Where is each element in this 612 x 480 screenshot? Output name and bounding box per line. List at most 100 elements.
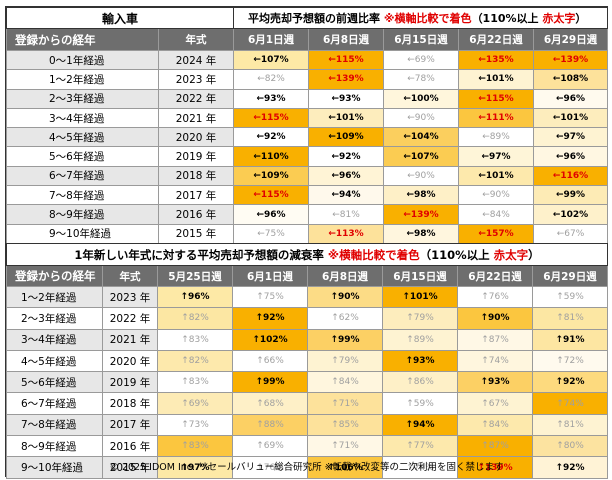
table-row: 9～10年経過 2015 年 ↑97% ↑76% ↑106% ↑74% ↑139% ↑92% xyxy=(6,456,608,479)
ratio-cell: ↑80% xyxy=(532,435,608,458)
ratio-cell: ←67% xyxy=(533,223,609,244)
ratio-cell: ↑83% xyxy=(157,371,233,394)
category-title: 輸入車 xyxy=(5,7,235,29)
ratio-cell: ←93% xyxy=(233,88,310,109)
row-year-label: 2018 年 xyxy=(102,392,158,415)
ratio-cell: ←157% xyxy=(458,223,535,244)
ratio-cell: ↑102% xyxy=(232,328,308,351)
ratio-cell: ↑93% xyxy=(382,349,458,373)
ratio-cell: ↑75% xyxy=(232,285,308,309)
ratio-cell: ←98% xyxy=(383,223,460,244)
ratio-cell: ↑59% xyxy=(382,392,458,415)
week-header: 6月1日週 xyxy=(233,28,310,51)
row-age-label: 8～9年経過 xyxy=(6,435,103,458)
table2-title-red: 赤太字 xyxy=(493,247,529,262)
ratio-cell: ↑71% xyxy=(307,435,383,458)
table2-title-paren-close: ） xyxy=(528,247,540,262)
copyright-footer: © 2025 IDOM Inc. リセールバリュー総合研究所 ※転載や改変等の二… xyxy=(109,462,504,473)
row-year-label: 2024 年 xyxy=(157,49,235,71)
row-year-label: 2019 年 xyxy=(102,371,158,394)
ratio-cell: ←102% xyxy=(533,204,609,225)
week-header: 6月22日週 xyxy=(457,265,533,287)
ratio-cell: ←98% xyxy=(383,185,460,206)
ratio-cell: ←90% xyxy=(383,107,460,129)
ratio-cell: ↑87% xyxy=(457,435,533,458)
week-header: 5月25日週 xyxy=(157,265,233,287)
ratio-cell: ←90% xyxy=(458,185,535,206)
week-header: 6月1日週 xyxy=(232,265,308,287)
table-row: 8～9年経過 2016 年 ←96% ←81% ←139% ←84% ←102% xyxy=(6,204,609,225)
week-header: 6月29日週 xyxy=(532,265,608,287)
row-age-label: 6～7年経過 xyxy=(6,392,103,415)
row-age-label: 2～3年経過 xyxy=(6,307,103,330)
table-row: 4～5年経過 2020 年 ←92% ←109% ←104% ←89% ←97% xyxy=(6,127,609,148)
ratio-cell: ↑69% xyxy=(232,435,308,458)
table-row: 3～4年経過 2021 年 ←115% ←101% ←90% ←111% ←101% xyxy=(6,107,609,129)
ratio-cell: ←110% xyxy=(233,146,310,167)
ratio-cell: ↑76% xyxy=(232,456,308,479)
ratio-cell: ↑89% xyxy=(382,328,458,351)
depreciation-table: 1年新しい年式に対する平均売却予想額の減衰率 ※横軸比較で着色（110%以上 赤… xyxy=(6,243,608,479)
ratio-cell: ←111% xyxy=(458,107,535,129)
ratio-cell: ←92% xyxy=(233,127,310,148)
table2-title: 1年新しい年式に対する平均売却予想額の減衰率 ※横軸比較で着色（110%以上 赤… xyxy=(6,243,608,266)
ratio-cell: ↑67% xyxy=(457,392,533,415)
ratio-cell: ←139% xyxy=(383,204,460,225)
row-age-label: 7～8年経過 xyxy=(6,413,103,437)
row-year-label: 2015 年 xyxy=(157,223,235,244)
ratio-cell: ↑90% xyxy=(457,307,533,330)
row-age-label: 4～5年経過 xyxy=(6,127,159,148)
row-age-label: 3～4年経過 xyxy=(6,107,159,129)
week-header: 6月22日週 xyxy=(458,28,535,51)
row-age-label: 1～2年経過 xyxy=(6,69,159,90)
ratio-cell: ↑68% xyxy=(232,392,308,415)
week-header: 6月8日週 xyxy=(308,28,385,51)
row-year-label: 2018 年 xyxy=(157,165,235,187)
ratio-cell: ←107% xyxy=(233,49,310,71)
ratio-cell: ←96% xyxy=(533,146,609,167)
ratio-cell: ←96% xyxy=(233,204,310,225)
ratio-cell: ↑85% xyxy=(307,413,383,437)
weekly-ratio-table: 輸入車 平均売却予想額の前週比率 ※横軸比較で着色（110%以上 赤太字） 登録… xyxy=(5,7,609,244)
header-age: 登録からの経年 xyxy=(6,28,159,51)
ratio-cell: ↑83% xyxy=(157,435,233,458)
row-year-label: 2016 年 xyxy=(102,435,158,458)
ratio-cell: ↑87% xyxy=(457,328,533,351)
table-row: 6～7年経過 2018 年 ↑69% ↑68% ↑71% ↑59% ↑67% ↑74% xyxy=(6,392,608,415)
ratio-cell: ←109% xyxy=(308,127,385,148)
ratio-cell: ↑66% xyxy=(232,349,308,373)
ratio-cell: ←94% xyxy=(308,185,385,206)
ratio-cell: ↑72% xyxy=(532,349,608,373)
row-age-label: 5～6年経過 xyxy=(6,146,159,167)
row-year-label: 2017 年 xyxy=(157,185,235,206)
ratio-cell: ↑101% xyxy=(382,285,458,309)
ratio-cell: ↑74% xyxy=(457,349,533,373)
ratio-cell: ←101% xyxy=(458,165,535,187)
ratio-cell: ←135% xyxy=(458,49,535,71)
ratio-cell: ←90% xyxy=(383,165,460,187)
ratio-cell: ←89% xyxy=(458,127,535,148)
row-year-label: 2022 年 xyxy=(157,88,235,109)
row-age-label: 0～1年経過 xyxy=(6,49,159,71)
ratio-cell: ←113% xyxy=(308,223,385,244)
ratio-cell: ↑71% xyxy=(307,392,383,415)
ratio-cell: ←109% xyxy=(233,165,310,187)
table2-title-main: 1年新しい年式に対する平均売却予想額の減衰率 xyxy=(74,247,324,262)
ratio-cell: ←108% xyxy=(533,69,609,90)
ratio-cell: ←81% xyxy=(308,204,385,225)
ratio-cell: ↑99% xyxy=(232,371,308,394)
table-row: 1～2年経過 2023 年 ↑96% ↑75% ↑90% ↑101% ↑76% ↑59% xyxy=(6,285,608,309)
ratio-cell: ↑74% xyxy=(382,456,458,479)
table2-title-paren-open: （110%以上 xyxy=(419,247,490,262)
table-row: 2～3年経過 2022 年 ←93% ←93% ←100% ←115% ←96% xyxy=(6,88,609,109)
ratio-cell: ↑94% xyxy=(382,413,458,437)
table-row: 2～3年経過 2022 年 ↑82% ↑92% ↑62% ↑79% ↑90% ↑81% xyxy=(6,307,608,330)
table-row: 7～8年経過 2017 年 ↑73% ↑88% ↑85% ↑94% ↑84% ↑81% xyxy=(6,413,608,437)
row-year-label: 2015 年 xyxy=(102,456,158,479)
table1-title: 平均売却予想額の前週比率 ※横軸比較で着色（110%以上 赤太字） xyxy=(233,7,609,29)
header-age: 登録からの経年 xyxy=(6,265,103,287)
table1-title-paren-close: ） xyxy=(575,12,587,25)
row-age-label: 9～10年経過 xyxy=(6,223,159,244)
ratio-cell: ↑91% xyxy=(532,328,608,351)
ratio-cell: ←78% xyxy=(383,69,460,90)
